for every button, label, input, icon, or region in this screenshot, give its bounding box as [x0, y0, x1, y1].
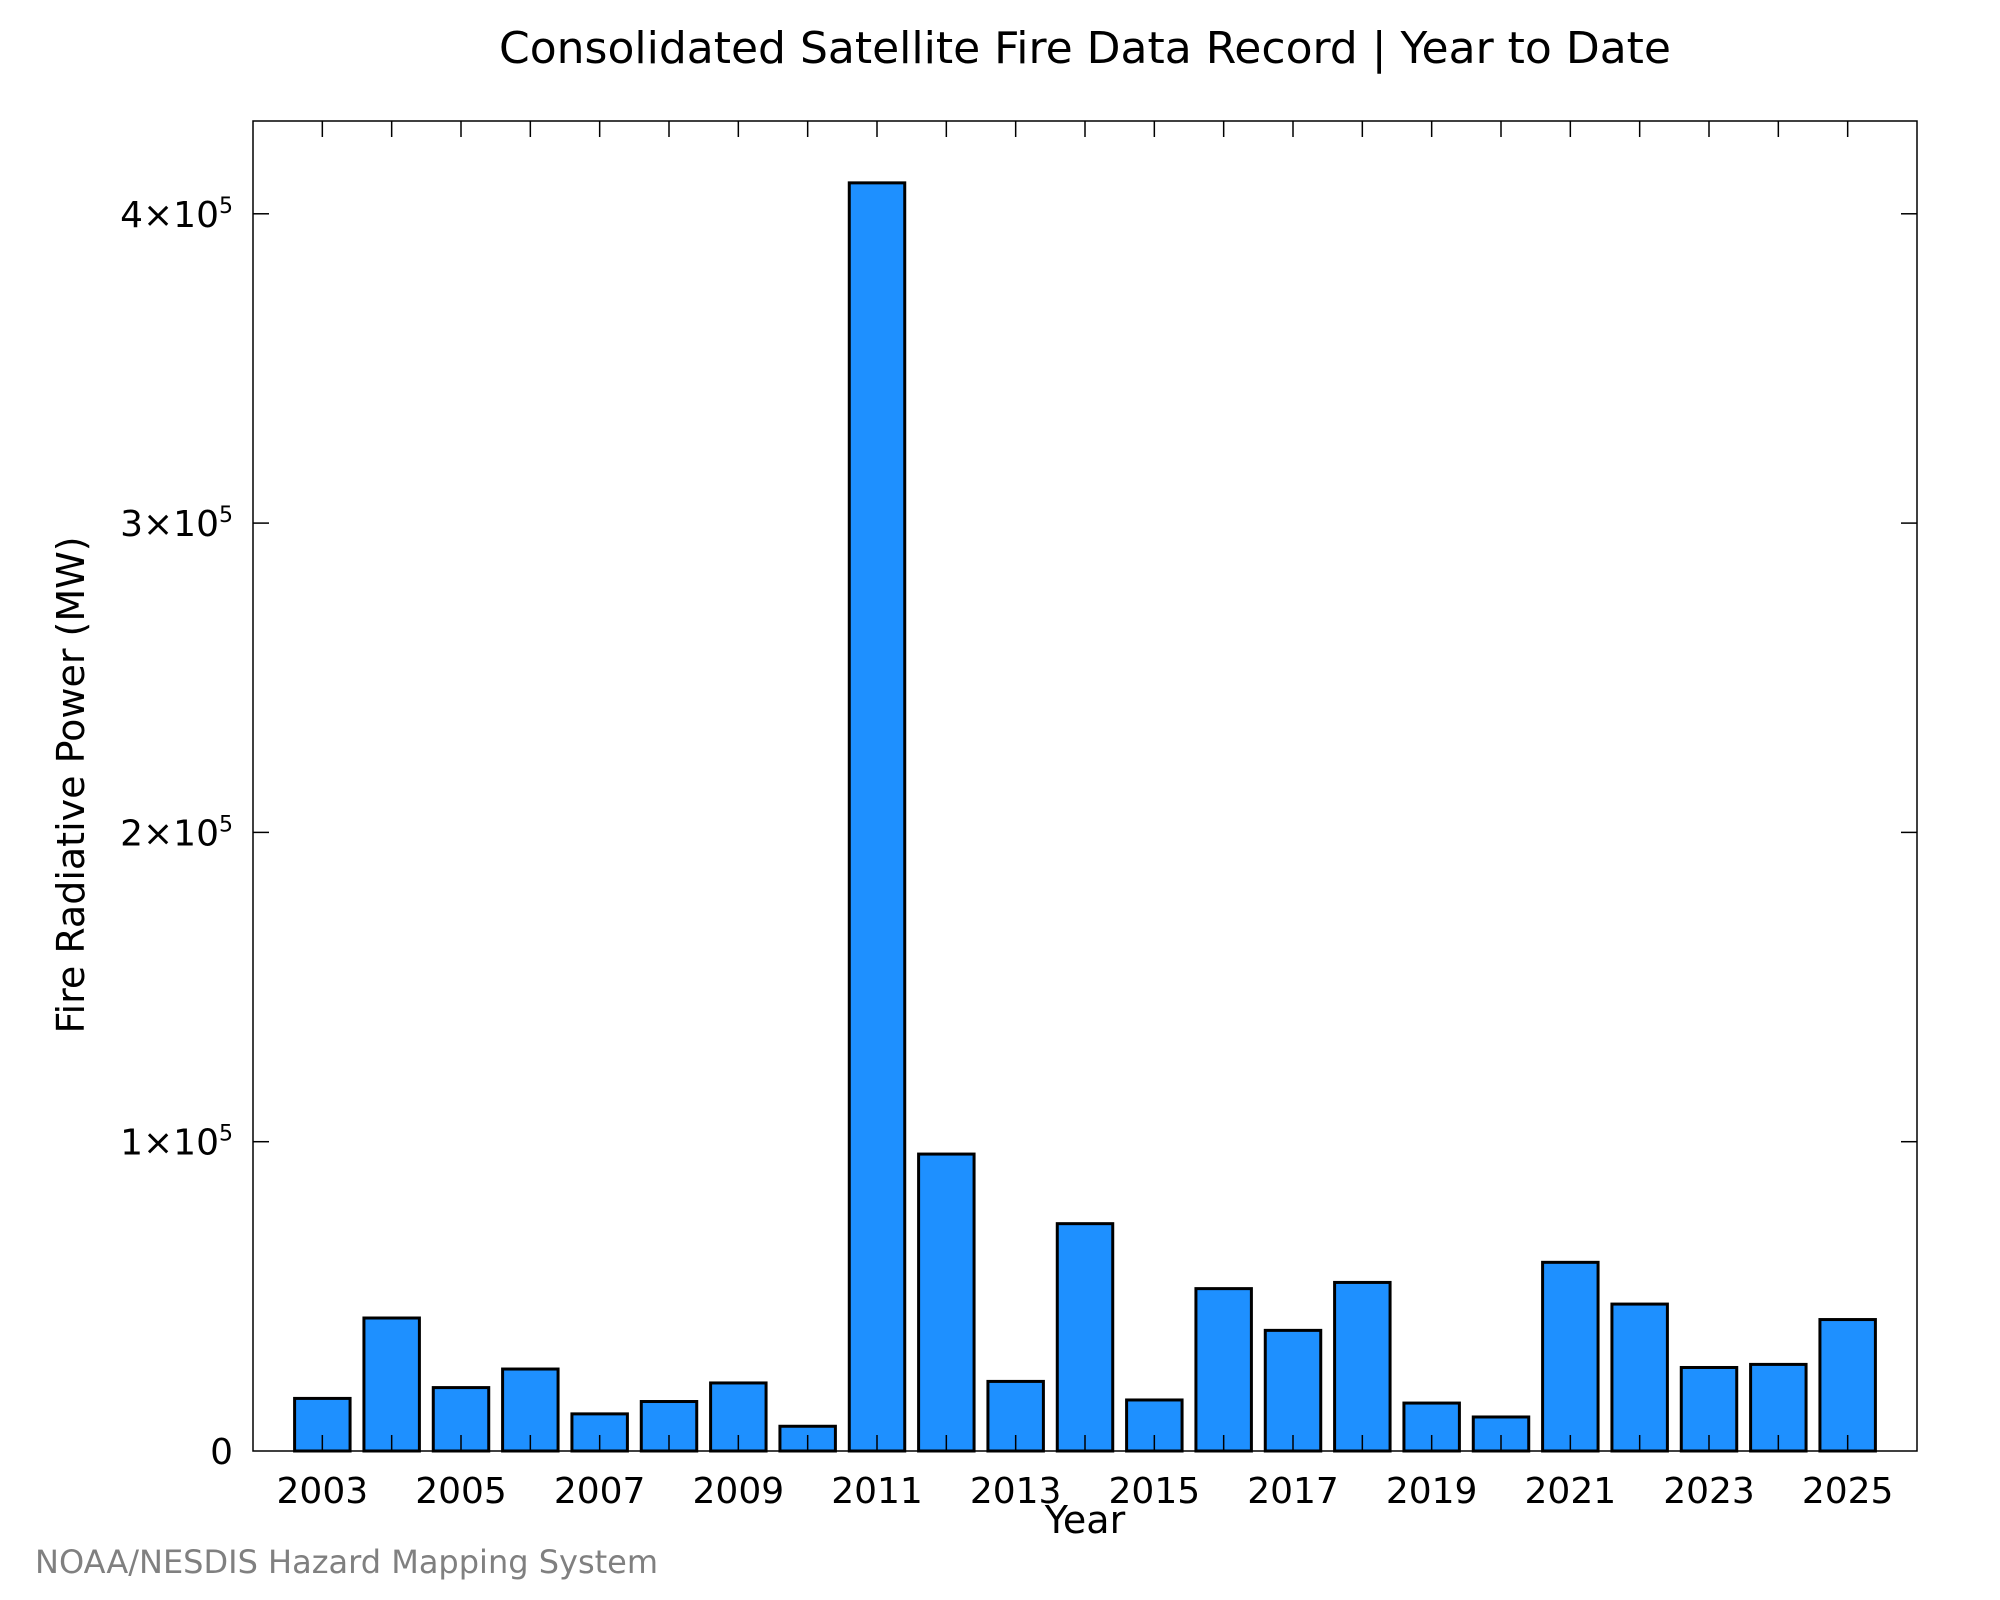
y-axis-label: Fire Radiative Power (MW) — [49, 536, 93, 1033]
bar-2016 — [1194, 1287, 1253, 1453]
x-tick-label: 2013 — [970, 1471, 1062, 1512]
x-tick-label: 2011 — [831, 1471, 923, 1512]
bar-2025 — [1818, 1318, 1877, 1453]
bar-2014 — [1055, 1222, 1115, 1453]
x-tick-label: 2025 — [1802, 1471, 1894, 1512]
x-tick-label: 2009 — [693, 1471, 785, 1512]
x-tick-label: 2003 — [277, 1471, 369, 1512]
y-tick-label: 1×105 — [120, 1122, 233, 1164]
bar-2012 — [917, 1152, 976, 1453]
plot-area: 2003 2005 2007 2009 2011 2013 2015 2017 2019 2021… — [120, 121, 1917, 1512]
y-tick-label: 3×105 — [120, 503, 233, 545]
x-tick-label: 2005 — [415, 1471, 507, 1512]
x-axis-label: Year — [1044, 1498, 1126, 1542]
y-tick-label: 2×105 — [120, 812, 233, 854]
chart-title: Consolidated Satellite Fire Data Record … — [499, 23, 1671, 74]
x-tick-label: 2019 — [1386, 1471, 1478, 1512]
bar-2022 — [1610, 1302, 1669, 1453]
x-tick-label: 2015 — [1109, 1471, 1201, 1512]
bar-2004 — [362, 1316, 421, 1453]
bar-2021 — [1541, 1260, 1600, 1453]
source-footer: NOAA/NESDIS Hazard Mapping System — [35, 1543, 658, 1581]
plot-frame — [252, 120, 1918, 1452]
y-tick-label: 4×105 — [120, 194, 233, 236]
x-tick-label: 2021 — [1525, 1471, 1617, 1512]
bar-2011 — [847, 181, 907, 1453]
bar-2018 — [1333, 1280, 1392, 1453]
x-tick-label: 2017 — [1247, 1471, 1339, 1512]
x-tick-label: 2023 — [1663, 1471, 1755, 1512]
bar-2017 — [1263, 1328, 1323, 1453]
x-tick-label: 2007 — [554, 1471, 646, 1512]
y-tick-label: 0 — [210, 1432, 233, 1473]
